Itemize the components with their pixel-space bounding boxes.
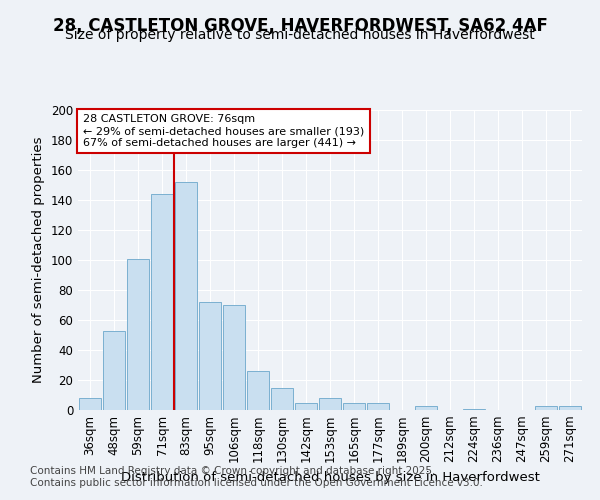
Text: Size of property relative to semi-detached houses in Haverfordwest: Size of property relative to semi-detach… — [65, 28, 535, 42]
Bar — [559, 406, 581, 410]
X-axis label: Distribution of semi-detached houses by size in Haverfordwest: Distribution of semi-detached houses by … — [121, 471, 539, 484]
Text: Contains HM Land Registry data © Crown copyright and database right 2025.
Contai: Contains HM Land Registry data © Crown c… — [30, 466, 483, 487]
Bar — [367, 402, 389, 410]
Bar — [319, 398, 341, 410]
Bar — [151, 194, 173, 410]
Bar — [103, 330, 125, 410]
Y-axis label: Number of semi-detached properties: Number of semi-detached properties — [32, 136, 45, 383]
Bar — [223, 305, 245, 410]
Bar — [295, 402, 317, 410]
Text: 28 CASTLETON GROVE: 76sqm
← 29% of semi-detached houses are smaller (193)
67% of: 28 CASTLETON GROVE: 76sqm ← 29% of semi-… — [83, 114, 364, 148]
Text: 28, CASTLETON GROVE, HAVERFORDWEST, SA62 4AF: 28, CASTLETON GROVE, HAVERFORDWEST, SA62… — [53, 18, 547, 36]
Bar — [343, 402, 365, 410]
Bar — [271, 388, 293, 410]
Bar — [415, 406, 437, 410]
Bar — [463, 408, 485, 410]
Bar — [535, 406, 557, 410]
Bar — [247, 371, 269, 410]
Bar — [175, 182, 197, 410]
Bar — [127, 258, 149, 410]
Bar — [199, 302, 221, 410]
Bar — [79, 398, 101, 410]
